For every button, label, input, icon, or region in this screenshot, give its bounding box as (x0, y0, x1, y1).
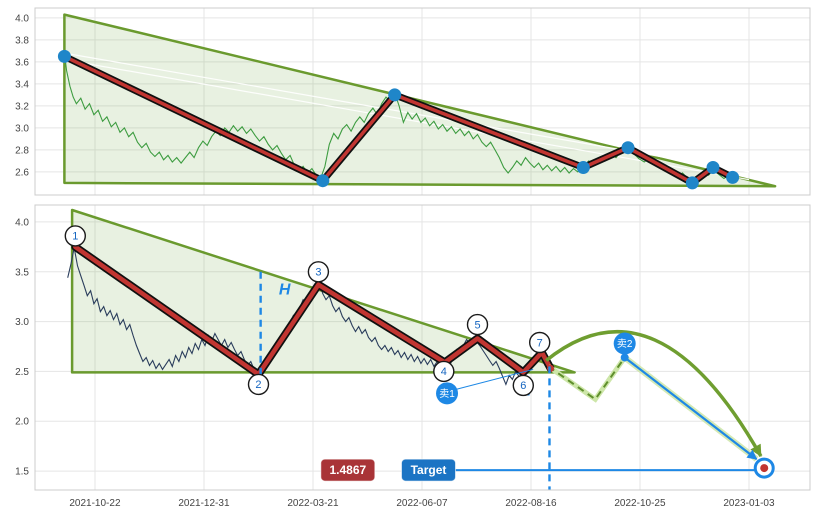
pivot-marker-dot (316, 174, 330, 188)
x-tick-label: 2021-10-22 (69, 498, 121, 509)
y-tick-label: 3.8 (15, 35, 29, 46)
pivot-marker-dot (706, 161, 720, 174)
bullseye-center (760, 464, 769, 473)
wave-number-label: 2 (255, 379, 261, 391)
wave-number-label: 4 (441, 366, 447, 378)
y-tick-label: 3.6 (15, 57, 29, 68)
wave-number-circle (247, 373, 270, 396)
height-label: H (279, 282, 291, 299)
y-tick-label: 3.0 (15, 317, 29, 328)
x-tick-label: 2022-03-21 (287, 498, 339, 509)
wave-number-label: 6 (520, 380, 526, 392)
pivot-marker-dot (726, 170, 740, 184)
wave-number-circle (466, 313, 489, 336)
sell-anchor-dot (620, 353, 629, 362)
price-target-value-box (320, 458, 376, 482)
zigzag-wave-line (73, 244, 553, 377)
sell-1-badge-label: 卖1 (439, 388, 455, 400)
y-tick-label: 1.5 (15, 467, 29, 478)
target-label: Target (411, 463, 447, 477)
pivot-marker-dot (388, 88, 402, 102)
wave-number-circle (64, 225, 87, 247)
wave-number-label: 1 (72, 231, 78, 243)
sell-2-badge-label: 卖2 (617, 338, 633, 350)
plot-border (34, 204, 811, 491)
wave-number-label: 5 (474, 319, 480, 331)
y-tick-label: 3.4 (15, 79, 29, 90)
x-tick-label: 2022-06-07 (396, 498, 448, 509)
wave-number-circle (512, 374, 534, 397)
x-tick-label: 2022-10-25 (614, 498, 666, 509)
y-tick-label: 3.2 (15, 101, 29, 112)
pivot-marker-dot (621, 141, 635, 155)
sell-badge-pointer (455, 368, 534, 390)
pivot-marker-dot (576, 161, 590, 174)
top-panel: 2.6 2.8 3.0 3.2 3.4 3.6 3.8 4.0 (15, 7, 811, 196)
projection-underlay (546, 356, 627, 403)
plot-border (34, 7, 811, 196)
target-label-box (400, 458, 456, 482)
wave-number-circle (529, 331, 551, 354)
sell2-to-target-arrow (624, 356, 758, 460)
green-curve-arrow (545, 329, 763, 457)
bottom-panel: 1.5 2.0 2.5 3.0 3.5 4.0 2021-10-22 2021-12-31 20… (15, 204, 811, 509)
wave-number-circle (433, 360, 455, 383)
wave-number-circle (307, 261, 330, 283)
pivot-marker-dot (685, 176, 699, 190)
price-target-value: 1.4867 (329, 463, 366, 477)
x-tick-label: 2023-01-03 (723, 498, 775, 509)
sell-1-badge (436, 382, 459, 405)
channel-trend-line (64, 59, 750, 181)
wave-number-label: 3 (315, 267, 321, 279)
x-tick-label: 2022-08-16 (505, 498, 557, 509)
y-tick-label: 2.8 (15, 145, 29, 156)
y-tick-label: 3.5 (15, 267, 29, 278)
grid-lines (35, 8, 810, 195)
wave-number-label: 7 (537, 337, 543, 349)
pivot-marker-dot (57, 49, 71, 63)
y-tick-label: 2.0 (15, 417, 29, 428)
y-tick-label: 4.0 (15, 13, 29, 24)
y-tick-label: 3.0 (15, 123, 29, 134)
y-tick-label: 4.0 (15, 217, 29, 228)
y-tick-label: 2.6 (15, 167, 29, 178)
y-tick-label: 2.5 (15, 367, 29, 378)
sell-2-badge (613, 332, 636, 355)
x-tick-label: 2021-12-31 (178, 498, 230, 509)
